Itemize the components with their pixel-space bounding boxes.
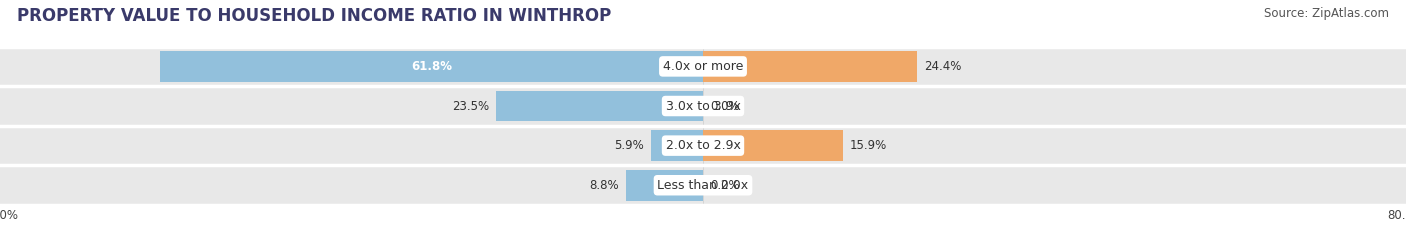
Bar [703, 51, 917, 82]
Text: 0.0%: 0.0% [710, 99, 740, 113]
Text: 24.4%: 24.4% [925, 60, 962, 73]
Bar [0, 48, 1406, 85]
Text: 23.5%: 23.5% [453, 99, 489, 113]
Text: 2.0x to 2.9x: 2.0x to 2.9x [665, 139, 741, 152]
Bar [651, 130, 703, 161]
Text: 8.8%: 8.8% [589, 179, 619, 192]
Bar [626, 170, 703, 201]
Text: Source: ZipAtlas.com: Source: ZipAtlas.com [1264, 7, 1389, 20]
Text: 4.0x or more: 4.0x or more [662, 60, 744, 73]
Bar [496, 91, 703, 121]
Bar [0, 87, 1406, 125]
Text: PROPERTY VALUE TO HOUSEHOLD INCOME RATIO IN WINTHROP: PROPERTY VALUE TO HOUSEHOLD INCOME RATIO… [17, 7, 612, 25]
Text: Less than 2.0x: Less than 2.0x [658, 179, 748, 192]
Bar [0, 127, 1406, 164]
Text: 0.0%: 0.0% [710, 179, 740, 192]
Bar [160, 51, 703, 82]
Bar [703, 130, 842, 161]
Text: 15.9%: 15.9% [849, 139, 887, 152]
Text: 5.9%: 5.9% [614, 139, 644, 152]
Text: 3.0x to 3.9x: 3.0x to 3.9x [665, 99, 741, 113]
Text: 61.8%: 61.8% [411, 60, 451, 73]
Bar [0, 167, 1406, 204]
